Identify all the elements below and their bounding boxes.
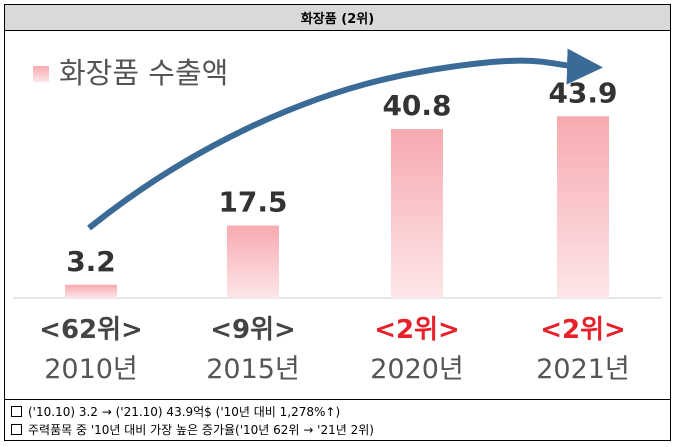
legend-label: 화장품 수출액 [59, 56, 228, 90]
value-label: 17.5 [218, 186, 287, 219]
bar-2021년 [557, 116, 609, 298]
note-text-2: 주력품목 중 '10년 대비 가장 높은 증가율('10년 62위 → '21년… [28, 423, 374, 437]
bar-2020년 [391, 129, 443, 298]
rank-label: <2위> [374, 315, 460, 345]
bar-2010년 [65, 284, 117, 298]
trend-arrow [87, 48, 603, 231]
value-label: 40.8 [382, 89, 451, 122]
cosmetics-export-chart: 화장품 수출액 3.2 <62위> 2010년 17.5 <9위> 2015년 40.8 <2… [13, 48, 662, 385]
note-text-1: ('10.10) 3.2 → ('21.10) 43.9억$ ('10년 대비 … [28, 405, 341, 419]
figure-frame: 화장품 (2위) 화장품 수출액 3.2 <62위> 2010년 17.5 <9위> 20… [4, 4, 671, 441]
chart-area: 화장품 수출액 3.2 <62위> 2010년 17.5 <9위> 2015년 40.8 <2… [5, 31, 670, 399]
category-label: 2020년 [370, 354, 464, 385]
checkbox-icon [11, 424, 22, 435]
rank-label: <62위> [39, 315, 143, 345]
bar-2015년 [227, 225, 279, 298]
note-line-2: 주력품목 중 '10년 대비 가장 높은 증가율('10년 62위 → '21년… [11, 421, 664, 439]
category-label: 2015년 [206, 354, 300, 385]
category-label: 2021년 [536, 354, 630, 385]
note-line-1: ('10.10) 3.2 → ('21.10) 43.9억$ ('10년 대비 … [11, 403, 664, 421]
legend-swatch [33, 66, 49, 82]
rank-label: <9위> [210, 315, 296, 345]
category-label: 2010년 [44, 354, 138, 385]
value-label: 3.2 [66, 245, 116, 278]
value-label: 43.9 [548, 76, 617, 109]
checkbox-icon [11, 406, 22, 417]
figure-title: 화장품 (2위) [5, 5, 670, 31]
rank-label: <2위> [540, 315, 626, 345]
notes-section: ('10.10) 3.2 → ('21.10) 43.9억$ ('10년 대비 … [5, 399, 670, 440]
